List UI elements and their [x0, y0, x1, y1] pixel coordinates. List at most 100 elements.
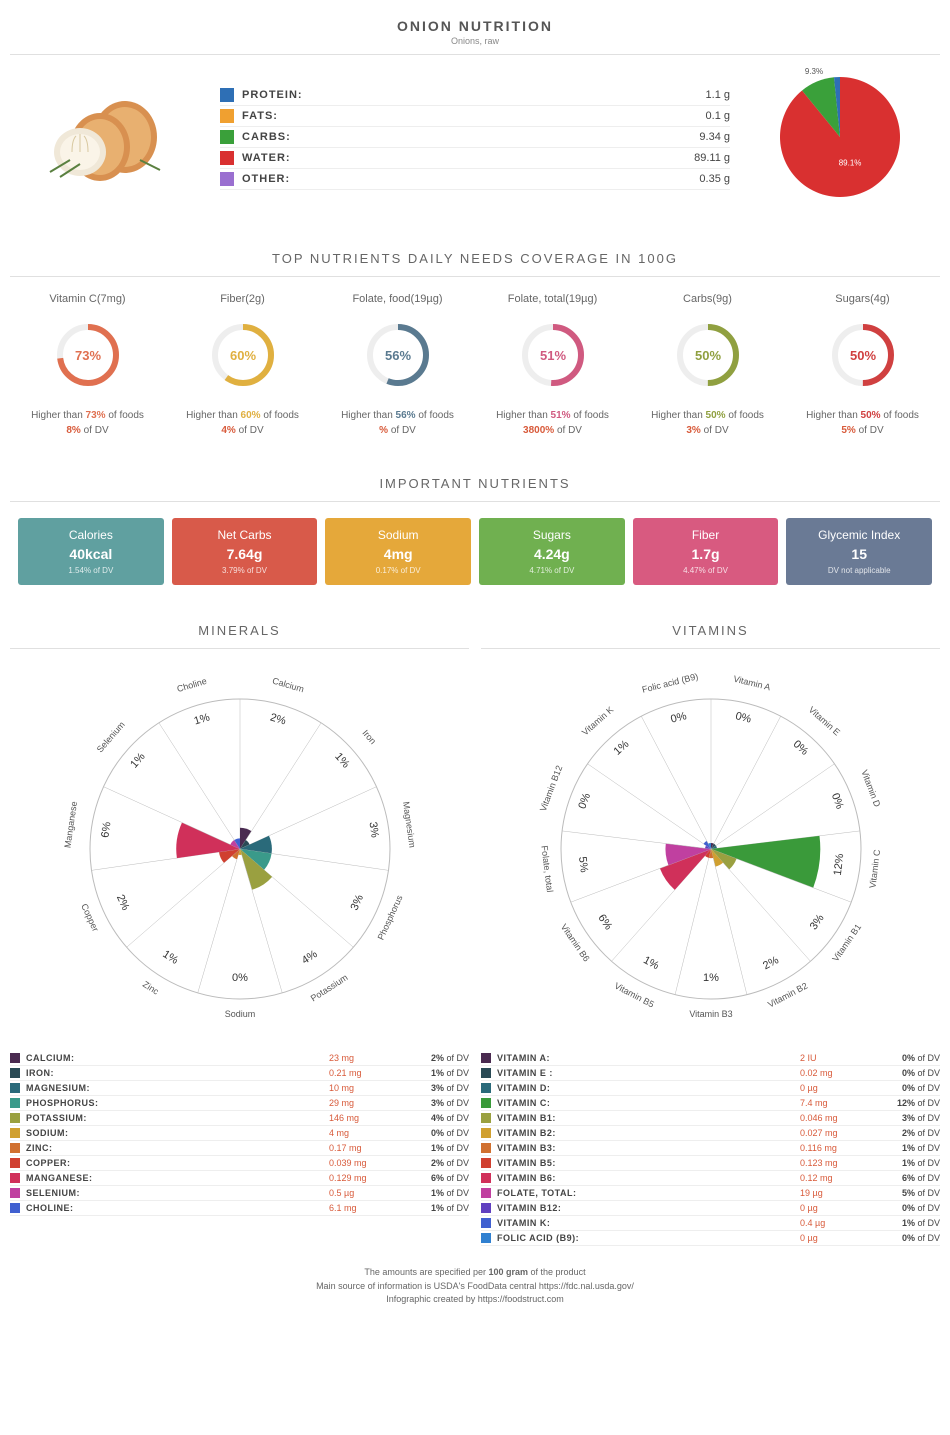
- macro-pie-chart: 89.1%9.3%: [750, 67, 930, 207]
- important-row: Calories 40kcal 1.54% of DVNet Carbs 7.6…: [10, 518, 940, 585]
- row-amount: 0 µg: [800, 1203, 870, 1213]
- svg-text:12%: 12%: [831, 853, 846, 877]
- row-name: PHOSPHORUS:: [26, 1098, 329, 1108]
- svg-text:Zinc: Zinc: [140, 979, 160, 997]
- row-dv: 3% of DV: [399, 1098, 469, 1108]
- row-dv: 0% of DV: [870, 1068, 940, 1078]
- donut-svg: 50%: [668, 315, 748, 395]
- macro-swatch: [220, 88, 234, 102]
- macro-row: CARBS: 9.34 g: [220, 127, 730, 148]
- row-swatch: [10, 1188, 20, 1198]
- important-value: 4mg: [329, 546, 467, 562]
- table-row: VITAMIN B2: 0.027 mg 2% of DV: [481, 1126, 940, 1141]
- svg-text:3%: 3%: [348, 893, 366, 913]
- important-value: 15: [790, 546, 928, 562]
- vitamins-title: VITAMINS: [481, 613, 940, 649]
- macro-row: FATS: 0.1 g: [220, 106, 730, 127]
- row-dv: 0% of DV: [870, 1203, 940, 1213]
- table-row: SODIUM: 4 mg 0% of DV: [10, 1126, 469, 1141]
- donut-title: Folate, food(19µg): [323, 293, 473, 305]
- macro-swatch: [220, 172, 234, 186]
- row-name: MANGANESE:: [26, 1173, 329, 1183]
- table-row: SELENIUM: 0.5 µg 1% of DV: [10, 1186, 469, 1201]
- minerals-title: MINERALS: [10, 613, 469, 649]
- row-swatch: [481, 1203, 491, 1213]
- donut-desc: Higher than 51% of foods3800% of DV: [478, 408, 628, 438]
- row-swatch: [481, 1068, 491, 1078]
- important-name: Calories: [22, 528, 160, 542]
- important-dv: 4.71% of DV: [483, 566, 621, 575]
- svg-text:73%: 73%: [74, 348, 100, 363]
- table-row: MANGANESE: 0.129 mg 6% of DV: [10, 1171, 469, 1186]
- row-swatch: [481, 1098, 491, 1108]
- title-section: ONION NUTRITION Onions, raw: [10, 10, 940, 55]
- page-subtitle: Onions, raw: [10, 36, 940, 46]
- donuts-row: Vitamin C(7mg) 73% Higher than 73% of fo…: [10, 293, 940, 438]
- svg-text:Vitamin B12: Vitamin B12: [537, 764, 564, 813]
- important-value: 7.64g: [176, 546, 314, 562]
- row-swatch: [481, 1128, 491, 1138]
- macro-row: OTHER: 0.35 g: [220, 169, 730, 190]
- table-row: PHOSPHORUS: 29 mg 3% of DV: [10, 1096, 469, 1111]
- row-dv: 1% of DV: [399, 1188, 469, 1198]
- svg-text:6%: 6%: [99, 821, 113, 839]
- table-row: FOLIC ACID (B9): 0 µg 0% of DV: [481, 1231, 940, 1246]
- important-value: 40kcal: [22, 546, 160, 562]
- donut-svg: 56%: [358, 315, 438, 395]
- row-name: FOLIC ACID (B9):: [497, 1233, 800, 1243]
- row-name: VITAMIN B2:: [497, 1128, 800, 1138]
- row-name: SODIUM:: [26, 1128, 329, 1138]
- important-dv: 4.47% of DV: [637, 566, 775, 575]
- svg-text:0%: 0%: [232, 972, 248, 984]
- row-name: COPPER:: [26, 1158, 329, 1168]
- row-amount: 23 mg: [329, 1053, 399, 1063]
- svg-text:Vitamin E: Vitamin E: [806, 705, 841, 738]
- row-name: VITAMIN B1:: [497, 1113, 800, 1123]
- row-dv: 2% of DV: [870, 1128, 940, 1138]
- svg-text:Vitamin B1: Vitamin B1: [830, 922, 863, 963]
- important-card: Glycemic Index 15 DV not applicable: [786, 518, 932, 585]
- row-name: MAGNESIUM:: [26, 1083, 329, 1093]
- row-name: POTASSIUM:: [26, 1113, 329, 1123]
- donut-desc: Higher than 56% of foods% of DV: [323, 408, 473, 438]
- svg-text:Copper: Copper: [79, 902, 100, 933]
- svg-text:1%: 1%: [160, 948, 180, 967]
- row-dv: 6% of DV: [870, 1173, 940, 1183]
- macro-swatch: [220, 151, 234, 165]
- macro-label: PROTEIN:: [242, 89, 706, 101]
- svg-text:9.3%: 9.3%: [805, 67, 823, 76]
- row-dv: 1% of DV: [870, 1143, 940, 1153]
- row-name: VITAMIN B6:: [497, 1173, 800, 1183]
- important-dv: 0.17% of DV: [329, 566, 467, 575]
- row-swatch: [481, 1143, 491, 1153]
- table-row: VITAMIN C: 7.4 mg 12% of DV: [481, 1096, 940, 1111]
- food-image: [20, 77, 200, 197]
- svg-text:Vitamin B5: Vitamin B5: [612, 981, 655, 1010]
- important-value: 1.7g: [637, 546, 775, 562]
- row-amount: 0.21 mg: [329, 1068, 399, 1078]
- row-name: VITAMIN A:: [497, 1053, 800, 1063]
- row-dv: 6% of DV: [399, 1173, 469, 1183]
- macro-value: 89.11 g: [694, 152, 730, 164]
- macro-row: WATER: 89.11 g: [220, 148, 730, 169]
- row-amount: 19 µg: [800, 1188, 870, 1198]
- footer: The amounts are specified per 100 gram o…: [10, 1266, 940, 1327]
- table-row: FOLATE, TOTAL: 19 µg 5% of DV: [481, 1186, 940, 1201]
- svg-text:Phosphorus: Phosphorus: [375, 893, 404, 941]
- donut-svg: 60%: [203, 315, 283, 395]
- svg-text:3%: 3%: [807, 912, 826, 932]
- row-dv: 3% of DV: [399, 1083, 469, 1093]
- svg-text:Vitamin D: Vitamin D: [859, 768, 882, 808]
- svg-text:Iron: Iron: [360, 728, 378, 746]
- macro-label: WATER:: [242, 152, 694, 164]
- row-dv: 2% of DV: [399, 1053, 469, 1063]
- svg-text:0%: 0%: [576, 791, 593, 810]
- row-amount: 0.5 µg: [329, 1188, 399, 1198]
- row-amount: 29 mg: [329, 1098, 399, 1108]
- svg-text:Sodium: Sodium: [224, 1009, 255, 1019]
- donut-card: Sugars(4g) 50% Higher than 50% of foods5…: [788, 293, 938, 438]
- row-swatch: [10, 1173, 20, 1183]
- row-swatch: [10, 1203, 20, 1213]
- svg-text:Calcium: Calcium: [271, 676, 305, 695]
- svg-text:Vitamin C: Vitamin C: [867, 849, 882, 889]
